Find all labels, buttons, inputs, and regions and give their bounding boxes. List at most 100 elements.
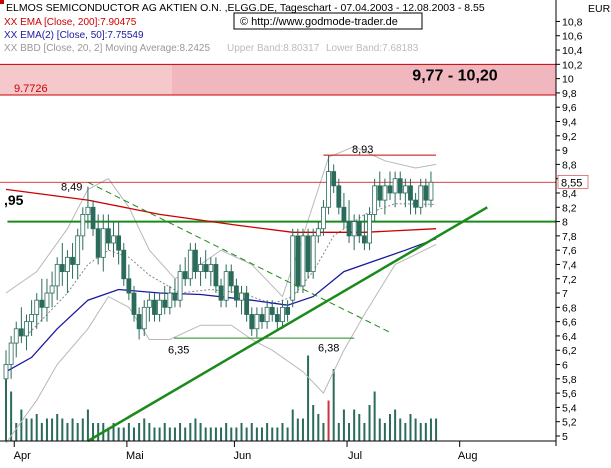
candle-body xyxy=(157,299,163,315)
volume-bar xyxy=(348,423,351,441)
volume-bar xyxy=(35,414,38,441)
candle-body xyxy=(331,171,337,187)
candle-body xyxy=(34,299,40,315)
volume-bar xyxy=(133,427,135,441)
y-tick-label: 9,4 xyxy=(562,117,577,129)
volume-bar xyxy=(245,427,248,441)
volume-bar xyxy=(10,391,13,441)
legend-lower-band: Lower Band:7.68183 xyxy=(326,43,419,54)
volume-bar xyxy=(45,418,48,441)
candle-body xyxy=(361,235,367,244)
volume-bar xyxy=(230,427,233,441)
volume-bar xyxy=(327,400,330,441)
candle-body xyxy=(244,292,250,315)
candle-body xyxy=(141,306,147,330)
candle-body xyxy=(428,181,434,201)
y-tick-label: 5,6 xyxy=(562,388,577,400)
volume-bar xyxy=(199,423,202,441)
x-tick-label: Mai xyxy=(126,450,144,462)
y-tick-label: 10 xyxy=(562,74,574,86)
y-tick-label: 6,2 xyxy=(562,345,577,357)
candle-body xyxy=(213,264,219,287)
volume-bar xyxy=(368,405,371,441)
horizontal-lines xyxy=(0,63,556,339)
candle-body xyxy=(146,299,152,308)
volume-bar xyxy=(358,414,361,441)
volume-bar xyxy=(337,423,340,441)
candle-body xyxy=(336,185,342,208)
candle-body xyxy=(392,178,398,194)
volume-bar xyxy=(225,423,228,441)
candle-body xyxy=(402,185,408,194)
candle-body xyxy=(80,214,86,237)
volume-bar xyxy=(117,427,120,441)
candle-body xyxy=(187,249,193,280)
candle-body xyxy=(259,314,265,323)
candle-body xyxy=(126,278,132,294)
x-tick-label: Aug xyxy=(458,450,478,462)
volume-bar xyxy=(235,427,238,441)
y-tick-label: 7,2 xyxy=(562,274,577,286)
current-price-box xyxy=(557,175,589,189)
volume-bar xyxy=(138,423,141,441)
candle-body xyxy=(106,228,111,244)
volume-bar xyxy=(291,409,294,441)
candle-body xyxy=(44,292,50,308)
current-price-axis: 8,55 xyxy=(561,177,582,189)
copyright-box xyxy=(233,12,423,30)
volume-bar xyxy=(378,418,381,441)
candle-body xyxy=(75,235,81,265)
y-tick-label: 7,8 xyxy=(562,231,577,243)
candle-body xyxy=(39,299,45,308)
candle-body xyxy=(24,321,29,337)
candle-body xyxy=(408,185,413,201)
volume-bar xyxy=(250,423,253,441)
volume-bar xyxy=(168,427,171,441)
volume-bar xyxy=(97,423,100,441)
volume-bar xyxy=(409,414,412,441)
volume-bar xyxy=(15,423,18,441)
candle-body xyxy=(295,235,301,287)
y-tick-label: 5,2 xyxy=(562,417,577,429)
volume-bar xyxy=(429,418,432,441)
x-tick-label: Jul xyxy=(348,450,362,462)
volume-bar xyxy=(107,427,110,441)
volume-bar xyxy=(153,427,156,441)
y-tick-label: 6 xyxy=(562,360,568,372)
y-tick-label: 6,8 xyxy=(562,302,577,314)
volume-bar xyxy=(312,405,315,441)
candle-body xyxy=(326,171,331,208)
y-tick-label: 8,2 xyxy=(562,202,577,214)
annotation-high-jul: 8,93 xyxy=(352,144,373,156)
y-tick-label: 8 xyxy=(562,217,568,229)
candle-body xyxy=(100,228,106,258)
legend-upper-band: Upper Band:8.80317 xyxy=(227,43,320,54)
volume-bar xyxy=(173,427,176,441)
volume-bar xyxy=(399,418,402,441)
volume-bar xyxy=(20,409,23,441)
trend-lines xyxy=(87,181,488,443)
chart-title: ELMOS SEMICONDUCTOR AG AKTIEN O.N. ,ELGG… xyxy=(6,2,485,14)
current-price-left: ,95 xyxy=(4,192,24,208)
candle-body xyxy=(198,264,203,273)
candle-body xyxy=(59,264,65,273)
header: ELMOS SEMICONDUCTOR AG AKTIEN O.N. ,ELGG… xyxy=(0,0,611,54)
candle-body xyxy=(264,306,270,323)
y-tick-label: 10,2 xyxy=(562,59,583,71)
volume-bar xyxy=(286,427,289,441)
volume-bar xyxy=(342,409,345,441)
annotation-low-may: 6,35 xyxy=(168,345,189,357)
volume-bar xyxy=(61,418,64,441)
y-tick-label: 9 xyxy=(562,145,568,157)
candle-body xyxy=(70,256,75,265)
candle-body xyxy=(182,271,188,280)
candle-body xyxy=(254,314,260,330)
y-tick-label: 6,6 xyxy=(562,317,577,329)
candle-body xyxy=(305,235,311,273)
volume-bar xyxy=(25,418,28,441)
volume-bar xyxy=(92,423,95,441)
target-zone-label: 9,77 - 10,20 xyxy=(412,67,498,84)
annotation-low-jun: 6,38 xyxy=(318,342,339,354)
candle-body xyxy=(423,185,429,201)
